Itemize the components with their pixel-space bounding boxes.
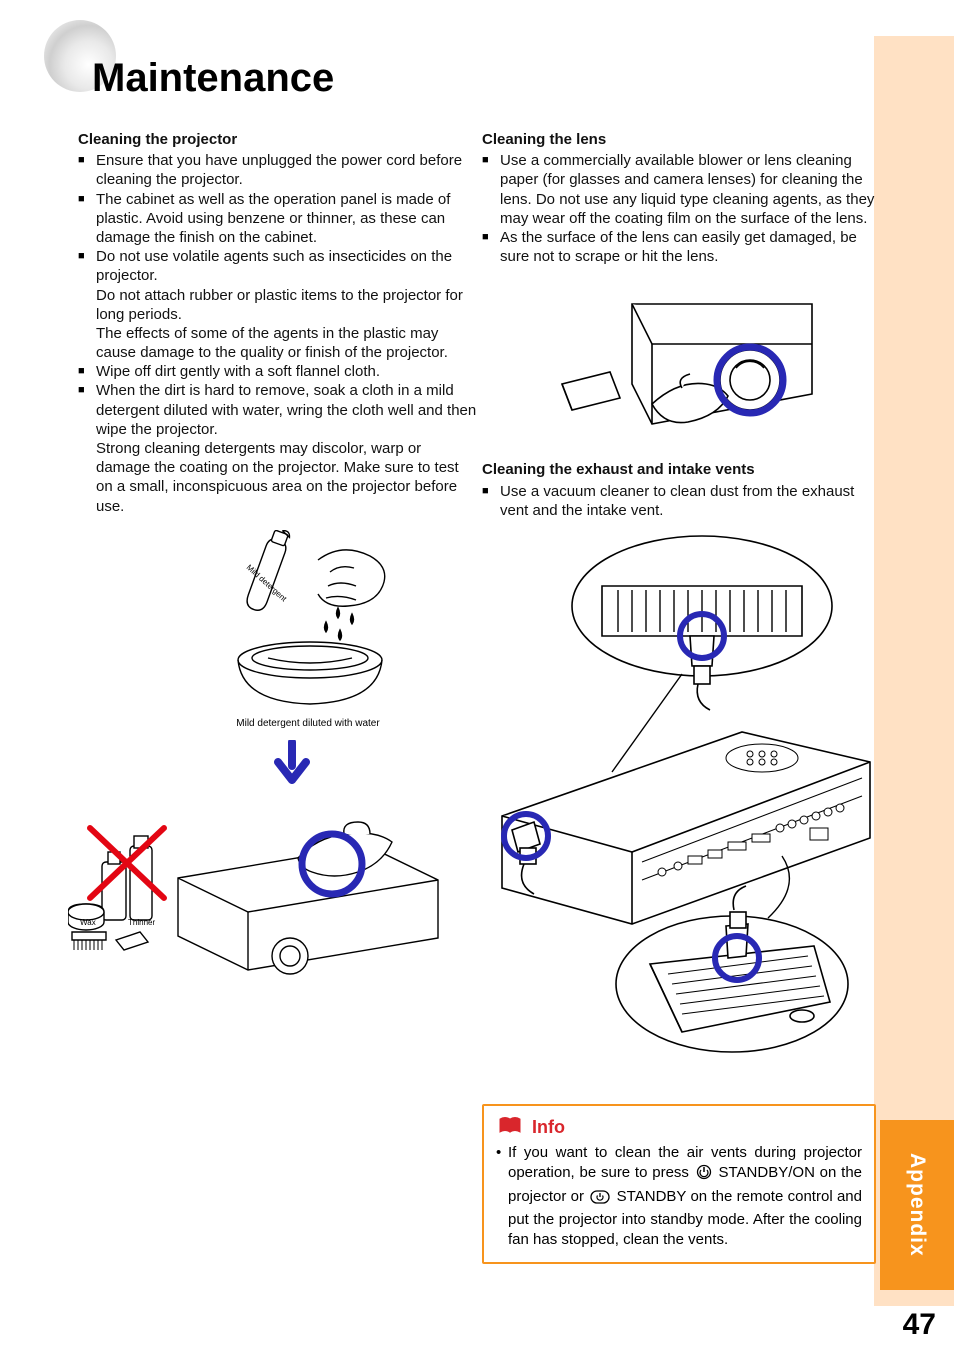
standby-on-icon: [696, 1164, 712, 1186]
info-title-row: Info: [496, 1116, 862, 1139]
lens-item-1: As the surface of the lens can easily ge…: [482, 228, 882, 266]
info-text: • If you want to clean the air vents dur…: [496, 1143, 862, 1250]
illustration-detergent-bowl: Mild detergent Mild detergent diluted wi…: [198, 530, 418, 730]
side-tab-text: Appendix: [905, 1153, 929, 1257]
vents-bullets: Use a vacuum cleaner to clean dust from …: [482, 482, 882, 520]
label-thinner: Thinner: [128, 918, 155, 928]
left-column: Cleaning the projector Ensure that you h…: [78, 130, 478, 980]
lens-item-0: Use a commercially available blower or l…: [482, 151, 882, 228]
left-item-1: The cabinet as well as the operation pan…: [78, 190, 478, 248]
lens-bullets: Use a commercially available blower or l…: [482, 151, 882, 266]
left-item-2: Do not use volatile agents such as insec…: [78, 247, 478, 362]
left-item-0: Ensure that you have unplugged the power…: [78, 151, 478, 189]
vents-item-0: Use a vacuum cleaner to clean dust from …: [482, 482, 882, 520]
illustration-lens-clean: [532, 284, 832, 449]
illustration-wipe-projector: Wax Thinner: [68, 788, 468, 993]
lens-heading: Cleaning the lens: [482, 130, 882, 149]
bullet-dot-icon: •: [496, 1143, 501, 1163]
figure-lens: [482, 284, 882, 454]
page-number: 47: [903, 1308, 936, 1342]
left-heading: Cleaning the projector: [78, 130, 478, 149]
label-wax: Wax: [80, 918, 96, 928]
book-icon: [498, 1116, 522, 1139]
info-title: Info: [532, 1117, 565, 1138]
illustration-vents: [482, 526, 882, 1061]
figure-cleaning: Mild detergent Mild detergent diluted wi…: [78, 530, 478, 980]
side-tab-bg: [874, 36, 954, 1306]
standby-icon: [590, 1190, 610, 1210]
page: Appendix Maintenance Cleaning the projec…: [0, 0, 954, 1352]
left-item-4: When the dirt is hard to remove, soak a …: [78, 381, 478, 515]
info-box: Info • If you want to clean the air vent…: [482, 1104, 876, 1264]
figure-vents: [482, 526, 882, 1056]
right-column: Cleaning the lens Use a commercially ava…: [482, 130, 882, 1056]
left-item-3: Wipe off dirt gently with a soft flannel…: [78, 362, 478, 381]
side-tab: Appendix: [880, 1120, 954, 1290]
page-title: Maintenance: [92, 56, 334, 101]
left-bullets: Ensure that you have unplugged the power…: [78, 151, 478, 516]
arrow-down-icon: [272, 740, 312, 789]
vents-heading: Cleaning the exhaust and intake vents: [482, 460, 882, 479]
